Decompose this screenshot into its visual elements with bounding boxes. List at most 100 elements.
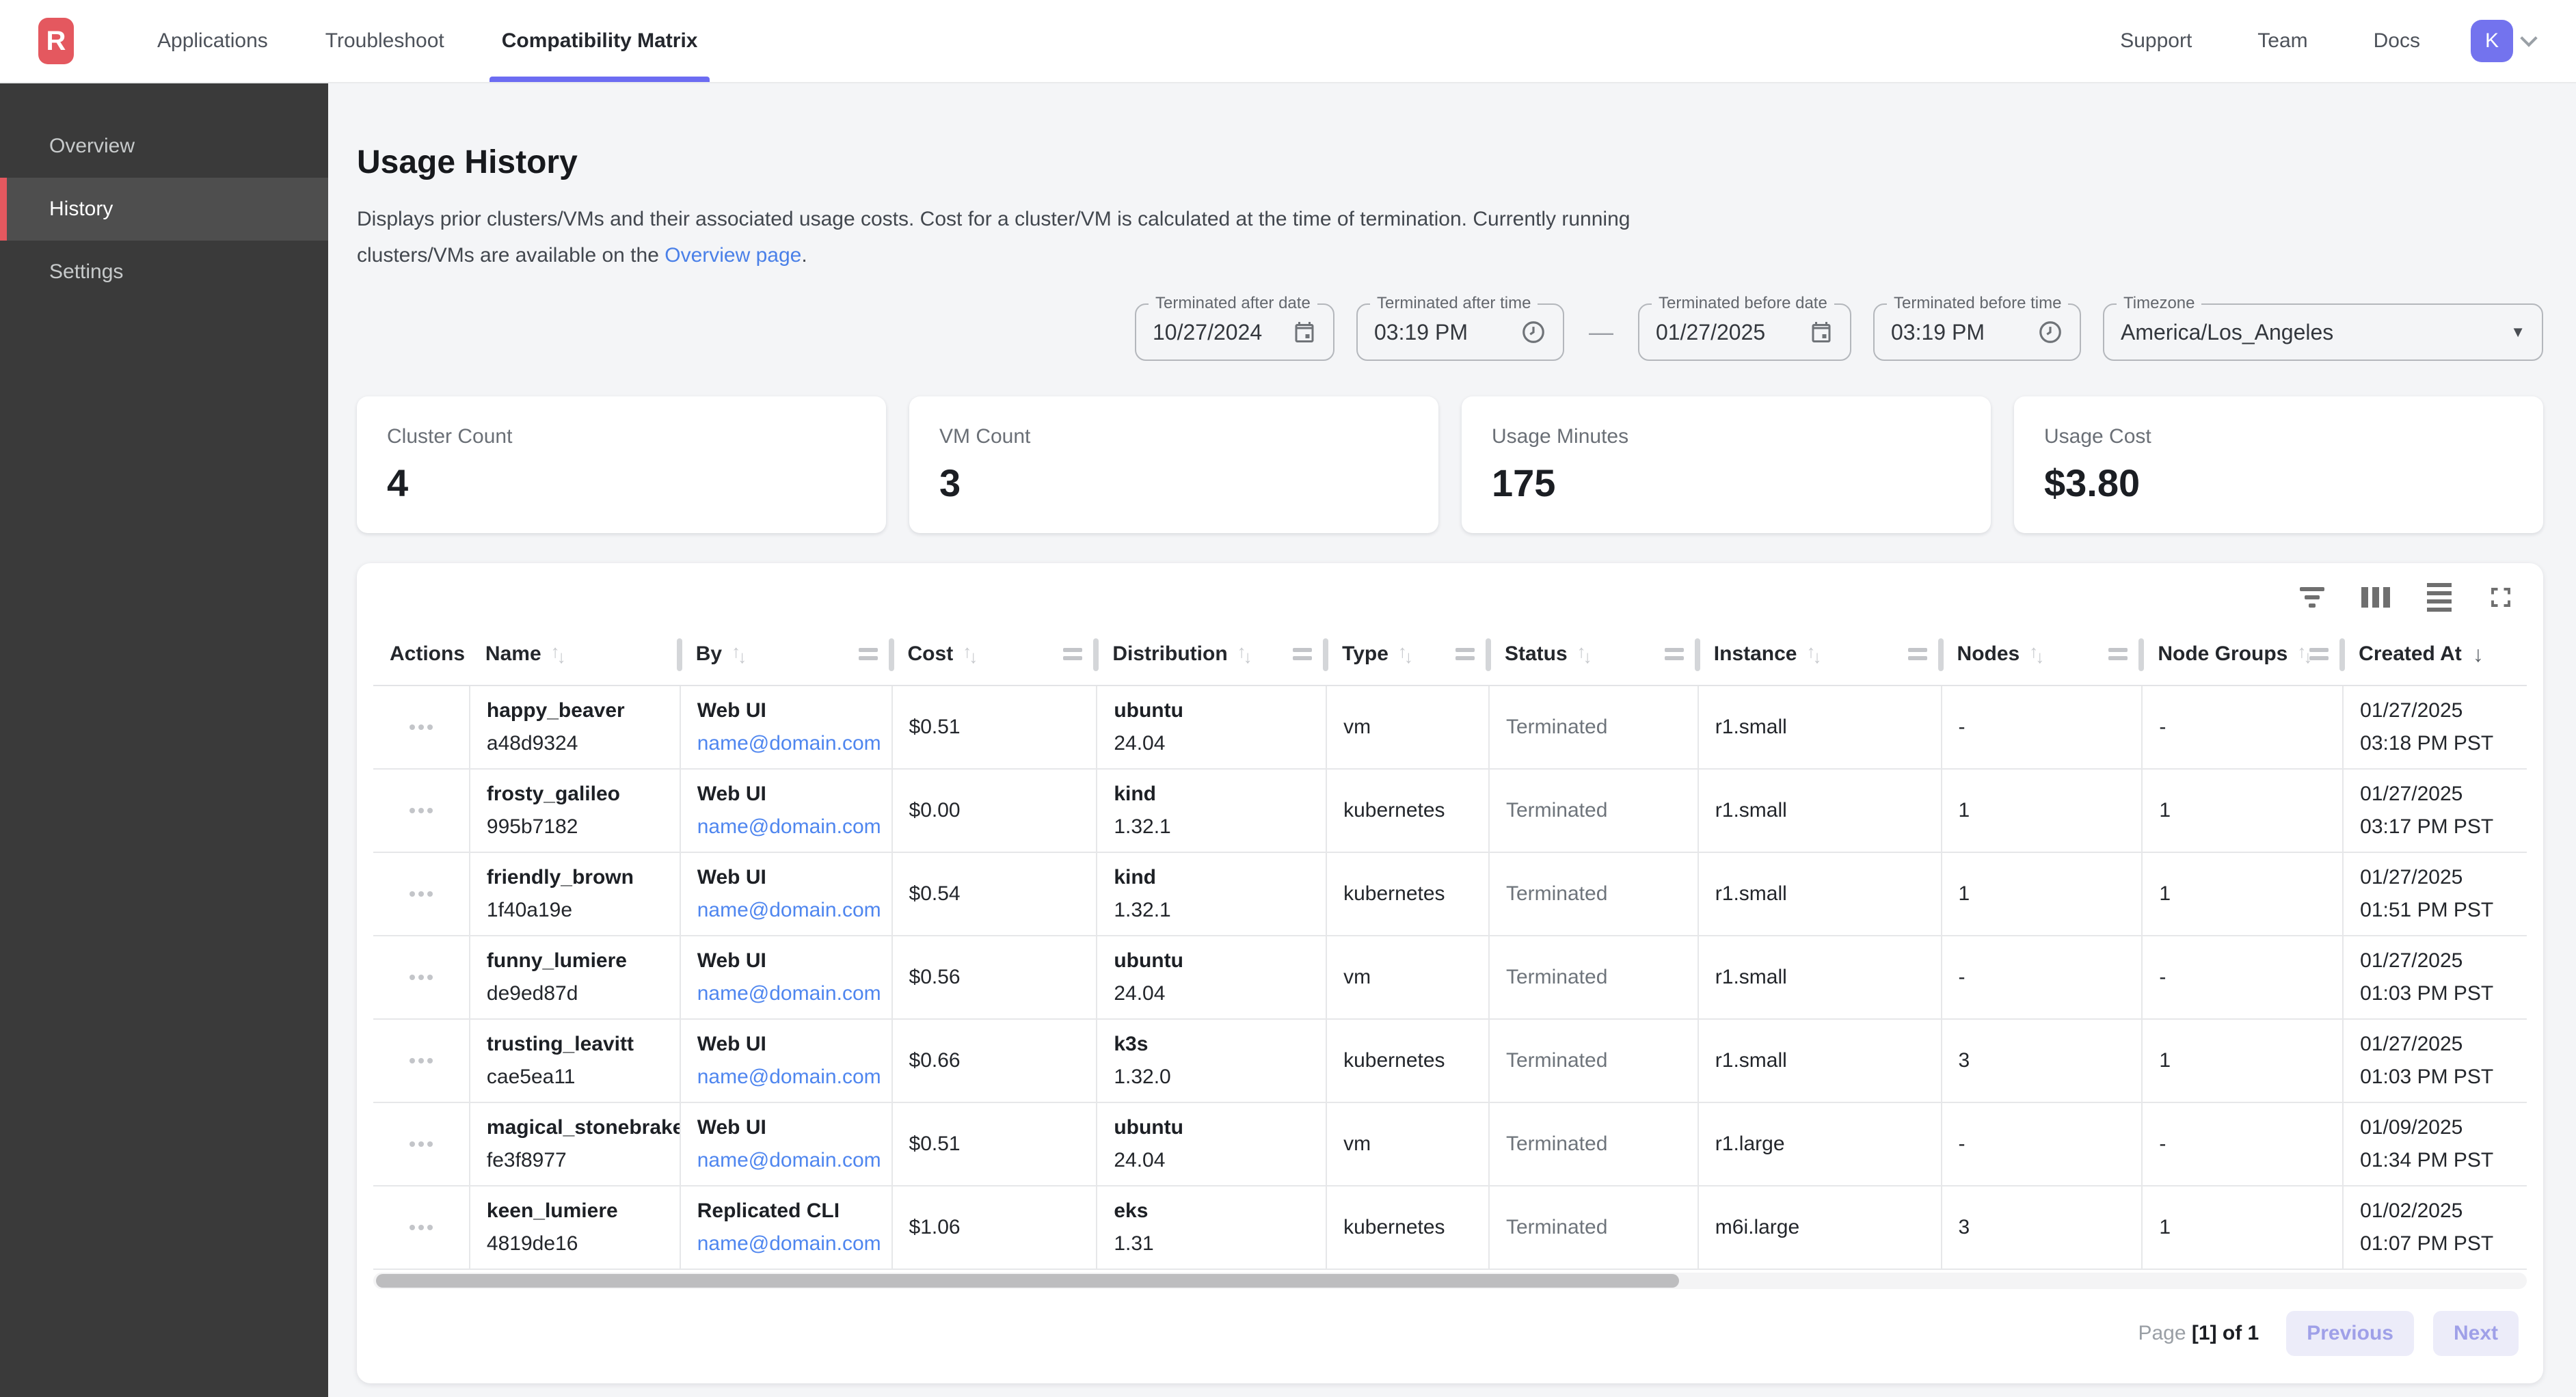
column-separator bbox=[677, 638, 682, 671]
created-by-email-link[interactable]: name@domain.com bbox=[697, 1232, 891, 1256]
row-actions-button[interactable] bbox=[410, 1133, 433, 1155]
sort-icon[interactable]: ↑↓ bbox=[1807, 645, 1822, 663]
cell-type: vm bbox=[1326, 686, 1488, 768]
nav-link-team[interactable]: Team bbox=[2231, 29, 2333, 53]
type-value: vm bbox=[1343, 716, 1488, 739]
density-icon[interactable] bbox=[2427, 583, 2452, 612]
user-menu-button[interactable]: K bbox=[2460, 20, 2538, 62]
column-header-cost[interactable]: Cost ↑↓ bbox=[891, 623, 1097, 685]
sort-desc-icon[interactable]: ↓ bbox=[2473, 642, 2484, 667]
cell-cost: $1.06 bbox=[891, 1186, 1097, 1269]
column-header-label: Cost bbox=[908, 642, 954, 666]
scrollbar-thumb[interactable] bbox=[376, 1274, 1679, 1288]
next-page-button[interactable]: Next bbox=[2433, 1311, 2519, 1356]
column-header-type[interactable]: Type↑↓ bbox=[1326, 623, 1488, 685]
fullscreen-icon[interactable] bbox=[2488, 585, 2513, 610]
nav-tab-troubleshoot[interactable]: Troubleshoot bbox=[302, 0, 468, 82]
cell-created_at: 01/27/202501:03 PM PST bbox=[2342, 1020, 2527, 1102]
distribution-version: 1.32.1 bbox=[1114, 815, 1326, 839]
calendar-icon[interactable] bbox=[1809, 320, 1834, 344]
cell-distribution: eks1.31 bbox=[1096, 1186, 1326, 1269]
created-date: 01/27/2025 bbox=[2360, 783, 2527, 806]
sort-icon[interactable]: ↑↓ bbox=[2029, 645, 2044, 663]
terminated-after-date-input[interactable]: Terminated after date 10/27/2024 bbox=[1135, 303, 1334, 361]
created-by-email-link[interactable]: name@domain.com bbox=[697, 1066, 891, 1089]
row-actions-button[interactable] bbox=[410, 800, 433, 822]
column-menu-icon[interactable] bbox=[859, 648, 878, 660]
row-actions-button[interactable] bbox=[410, 1217, 433, 1238]
cell-actions bbox=[373, 1020, 469, 1102]
column-menu-icon[interactable] bbox=[2108, 648, 2128, 660]
created-by-email-link[interactable]: name@domain.com bbox=[697, 1149, 891, 1172]
nav-link-docs[interactable]: Docs bbox=[2348, 29, 2446, 53]
cluster-id: 995b7182 bbox=[487, 815, 680, 839]
nav-link-support[interactable]: Support bbox=[2094, 29, 2218, 53]
sort-icon[interactable]: ↑↓ bbox=[551, 645, 566, 663]
sort-icon[interactable]: ↑↓ bbox=[963, 645, 978, 663]
sort-icon[interactable]: ↑↓ bbox=[732, 645, 747, 663]
cluster-name: trusting_leavitt bbox=[487, 1033, 680, 1056]
terminated-before-date-input[interactable]: Terminated before date 01/27/2025 bbox=[1638, 303, 1851, 361]
columns-icon[interactable] bbox=[2361, 587, 2390, 608]
terminated-before-time-input[interactable]: Terminated before time 03:19 PM bbox=[1873, 303, 2081, 361]
sort-icon[interactable]: ↑↓ bbox=[1577, 645, 1592, 663]
row-actions-button[interactable] bbox=[410, 966, 433, 988]
column-menu-icon[interactable] bbox=[2309, 648, 2329, 660]
column-header-created_at[interactable]: Created At↓ bbox=[2342, 623, 2527, 685]
row-actions-button[interactable] bbox=[410, 1050, 433, 1072]
clock-icon[interactable] bbox=[1520, 319, 1546, 345]
cell-type: kubernetes bbox=[1326, 770, 1488, 852]
nav-tab-applications[interactable]: Applications bbox=[134, 0, 291, 82]
created-time: 01:34 PM PST bbox=[2360, 1149, 2527, 1172]
cell-created_at: 01/27/202501:51 PM PST bbox=[2342, 853, 2527, 935]
created-by-source: Web UI bbox=[697, 1116, 891, 1139]
column-header-status[interactable]: Status↑↓ bbox=[1488, 623, 1698, 685]
column-header-nodes[interactable]: Nodes↑↓ bbox=[1941, 623, 2142, 685]
nav-tab-compatibility-matrix[interactable]: Compatibility Matrix bbox=[479, 0, 721, 82]
clock-icon[interactable] bbox=[2037, 319, 2063, 345]
sidebar-item-overview[interactable]: Overview bbox=[0, 115, 328, 178]
sort-icon[interactable]: ↑↓ bbox=[1237, 645, 1252, 663]
sidebar-item-settings[interactable]: Settings bbox=[0, 241, 328, 303]
column-header-node_groups[interactable]: Node Groups↑↓ bbox=[2141, 623, 2342, 685]
column-header-distribution[interactable]: Distribution↑↓ bbox=[1096, 623, 1326, 685]
distribution-version: 1.32.0 bbox=[1114, 1066, 1326, 1089]
created-by-source: Web UI bbox=[697, 949, 891, 973]
calendar-icon[interactable] bbox=[1292, 320, 1317, 344]
distribution-name: kind bbox=[1114, 866, 1326, 889]
column-menu-icon[interactable] bbox=[1293, 648, 1312, 660]
timezone-select[interactable]: Timezone America/Los_Angeles ▼ bbox=[2103, 303, 2543, 361]
terminated-after-time-input[interactable]: Terminated after time 03:19 PM bbox=[1356, 303, 1564, 361]
cluster-id: a48d9324 bbox=[487, 732, 680, 755]
sort-icon[interactable]: ↑↓ bbox=[1398, 645, 1413, 663]
cell-status: Terminated bbox=[1488, 936, 1698, 1018]
instance-value: r1.small bbox=[1715, 882, 1941, 906]
column-menu-icon[interactable] bbox=[1908, 648, 1927, 660]
cell-cost: $0.51 bbox=[891, 1103, 1097, 1185]
status-value: Terminated bbox=[1506, 966, 1698, 989]
cell-instance: r1.small bbox=[1698, 853, 1941, 935]
replicated-logo[interactable]: R bbox=[38, 18, 74, 64]
column-header-name[interactable]: Name↑↓ bbox=[469, 623, 680, 685]
row-actions-button[interactable] bbox=[410, 716, 433, 738]
column-header-by[interactable]: By↑↓ bbox=[680, 623, 891, 685]
created-by-email-link[interactable]: name@domain.com bbox=[697, 815, 891, 839]
column-menu-icon[interactable] bbox=[1455, 648, 1475, 660]
status-value: Terminated bbox=[1506, 882, 1698, 906]
created-by-email-link[interactable]: name@domain.com bbox=[697, 899, 891, 922]
created-date: 01/27/2025 bbox=[2360, 949, 2527, 973]
cell-nodes: 1 bbox=[1941, 853, 2142, 935]
overview-page-link[interactable]: Overview page bbox=[665, 244, 801, 267]
cell-nodes: - bbox=[1941, 1103, 2142, 1185]
filter-icon[interactable] bbox=[2300, 587, 2324, 608]
column-menu-icon[interactable] bbox=[1665, 648, 1684, 660]
created-by-email-link[interactable]: name@domain.com bbox=[697, 732, 891, 755]
table-row: frosty_galileo995b7182Web UIname@domain.… bbox=[373, 770, 2527, 853]
sidebar-item-history[interactable]: History bbox=[0, 178, 328, 241]
column-header-instance[interactable]: Instance↑↓ bbox=[1698, 623, 1941, 685]
previous-page-button[interactable]: Previous bbox=[2286, 1311, 2414, 1356]
created-by-email-link[interactable]: name@domain.com bbox=[697, 982, 891, 1005]
row-actions-button[interactable] bbox=[410, 883, 433, 905]
column-menu-icon[interactable] bbox=[1063, 648, 1082, 660]
type-value: vm bbox=[1343, 966, 1488, 989]
